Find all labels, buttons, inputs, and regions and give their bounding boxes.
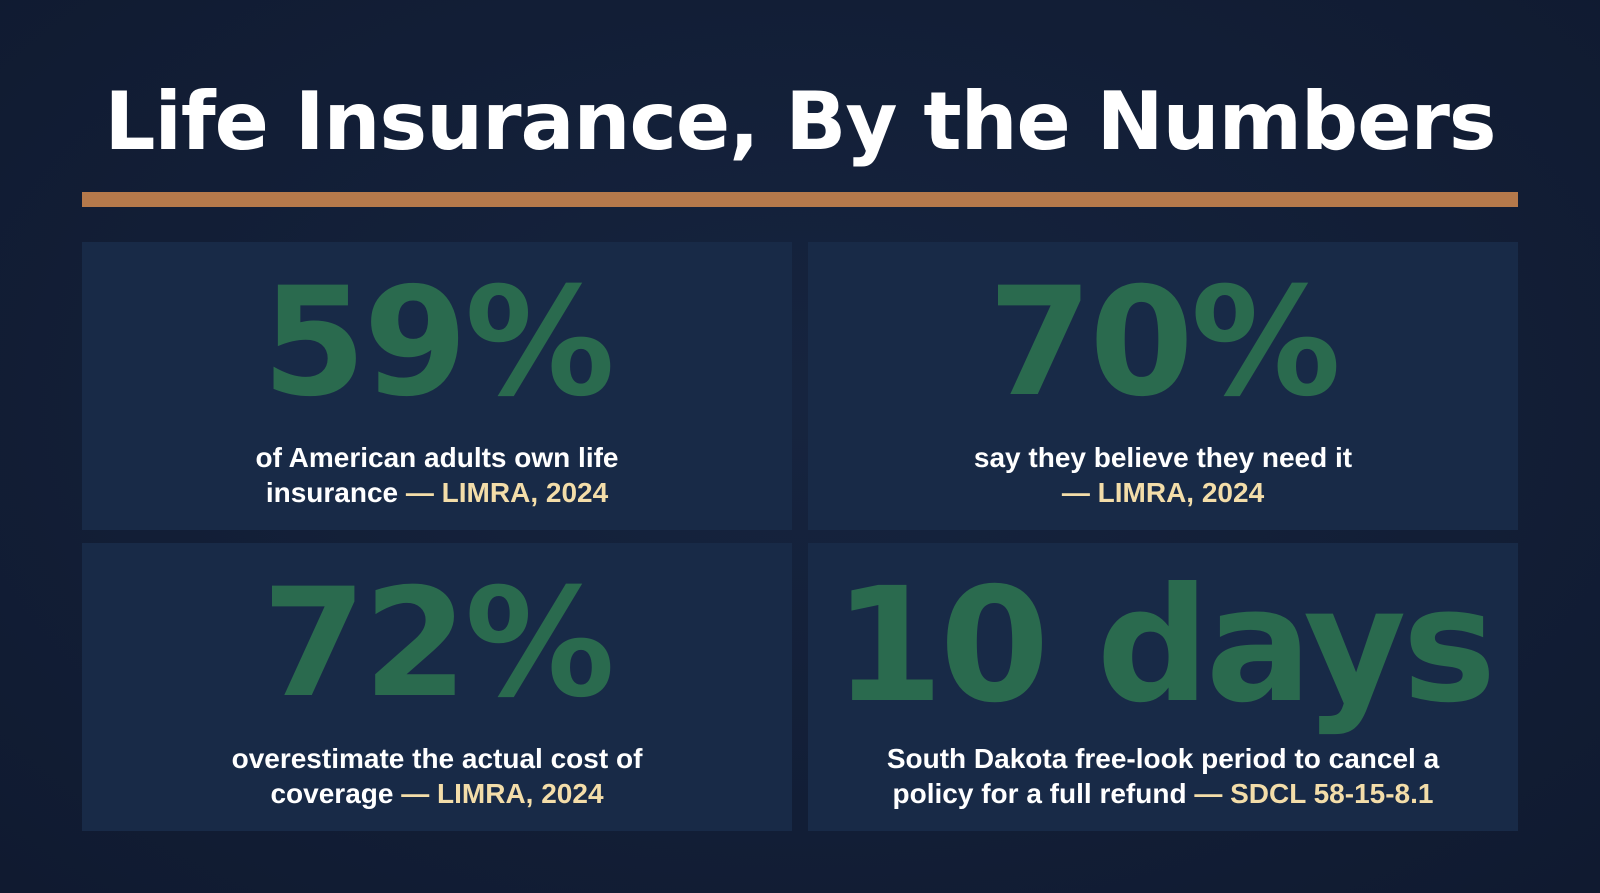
description-line: insurance — LIMRA, 2024 (102, 475, 772, 510)
title-divider (82, 192, 1518, 207)
description-line: say they believe they need it (973, 442, 1353, 473)
description-text: coverage (270, 778, 394, 809)
stat-description: South Dakota free-look period to cancel … (828, 741, 1498, 811)
page-title: Life Insurance, By the Numbers (104, 75, 1496, 168)
stat-value: 59% (261, 256, 615, 430)
source-citation: — LIMRA, 2024 (405, 477, 609, 508)
description-line: policy for a full refund — SDCL 58-15-8.… (828, 776, 1498, 811)
stat-description: of American adults own life insurance — … (102, 440, 772, 510)
stat-card-cost-overestimate: 72% overestimate the actual cost of cove… (82, 543, 792, 831)
description-text: policy for a full refund (892, 778, 1187, 809)
stat-description: say they believe they need it — LIMRA, 2… (828, 440, 1498, 510)
stat-value: 70% (987, 256, 1341, 430)
stat-value: 10 days (833, 554, 1497, 738)
stat-card-ownership: 59% of American adults own life insuranc… (82, 242, 792, 530)
stat-card-free-look-period: 10 days South Dakota free-look period to… (808, 543, 1518, 831)
stat-value: 72% (261, 557, 615, 731)
description-line: — LIMRA, 2024 (828, 475, 1498, 510)
description-line: South Dakota free-look period to cancel … (886, 743, 1440, 774)
description-text: insurance (265, 477, 399, 508)
description-line: overestimate the actual cost of (231, 743, 643, 774)
source-citation: — LIMRA, 2024 (1061, 477, 1265, 508)
stat-card-perceived-need: 70% say they believe they need it — LIMR… (808, 242, 1518, 530)
description-line: of American adults own life (255, 442, 619, 473)
description-line: coverage — LIMRA, 2024 (102, 776, 772, 811)
stat-description: overestimate the actual cost of coverage… (102, 741, 772, 811)
source-citation: — LIMRA, 2024 (401, 778, 604, 809)
source-citation: — SDCL 58-15-8.1 (1194, 778, 1434, 809)
